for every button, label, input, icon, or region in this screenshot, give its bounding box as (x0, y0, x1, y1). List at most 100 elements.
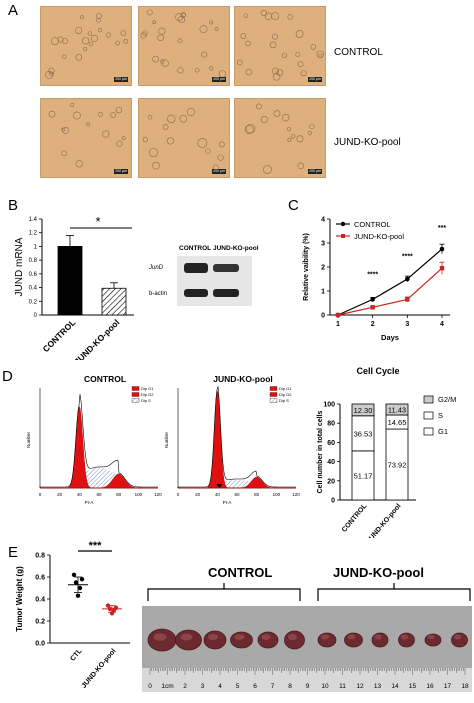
y-tick-label: 1.2 (29, 231, 38, 237)
x-tick-label: 40 (77, 492, 83, 497)
x-tick-label: CONTROL (341, 502, 369, 534)
y-tick-label: 60 (327, 440, 335, 447)
bracket-ko (317, 583, 471, 601)
cell (263, 165, 272, 174)
y-tick-label: 0.8 (35, 553, 45, 560)
ruler (142, 668, 472, 692)
data-point (439, 246, 445, 252)
legend-label: JUND-KO-pool (354, 232, 404, 241)
cell (272, 73, 281, 81)
wb-col-label-control: CONTROL (179, 245, 212, 252)
ruler-label: 13 (374, 683, 382, 690)
tumor-highlight (427, 634, 435, 640)
micrograph-control-1: 200 μm (40, 6, 132, 86)
tumor-highlight (234, 634, 245, 640)
data-point (75, 593, 81, 598)
segment-label: 36.53 (354, 429, 373, 438)
cell (158, 27, 166, 35)
x-tick-label: 40 (215, 492, 221, 497)
cell (121, 136, 126, 140)
cell (75, 26, 83, 34)
cell (260, 116, 268, 123)
legend-label: S (438, 411, 443, 420)
legend-marker (341, 234, 345, 238)
micrograph-ko-1: 200 μm (40, 98, 132, 178)
cell (282, 113, 290, 122)
cell (87, 31, 92, 36)
wb-band-jund-ko (213, 264, 239, 272)
data-point (370, 297, 375, 302)
ruler-label: 9 (306, 683, 310, 690)
cell (162, 124, 169, 130)
x-tick-label: JUND-KO-pool (81, 648, 118, 690)
legend-swatch (269, 392, 278, 397)
cell (152, 55, 159, 63)
micrograph-ko-2: 200 μm (138, 98, 230, 178)
scale-bar: 200 μm (114, 169, 128, 174)
y-axis-label: Cell number in total cells (317, 410, 324, 493)
cell (45, 70, 54, 79)
y-axis-label: Number (26, 432, 31, 449)
cell (256, 103, 262, 110)
y-tick-label: 4 (321, 217, 325, 224)
legend-label: Dip G2 (141, 392, 154, 397)
cell (179, 114, 188, 123)
x-tick-label: CTL (69, 647, 84, 662)
legend-label: G2/M (438, 395, 456, 404)
cell (240, 33, 247, 39)
cell (208, 66, 214, 71)
data-point (370, 305, 375, 310)
ruler-label: 1cm (161, 683, 173, 690)
ruler-label: 16 (426, 683, 434, 690)
legend-swatch (269, 398, 278, 403)
tumor-highlight (374, 634, 382, 640)
legend-label: Dip G1 (141, 386, 154, 391)
cell-texture (48, 102, 126, 168)
cell (88, 41, 94, 47)
y-tick-label: 0.0 (35, 641, 45, 648)
wb-col-label-ko: JUND-KO-pool (213, 245, 259, 252)
cell (72, 111, 81, 120)
ruler-label: 11 (339, 683, 346, 690)
x-axis-label: Days (381, 333, 399, 342)
ruler-label: 8 (288, 683, 292, 690)
y-axis-label: Number (164, 432, 169, 449)
cell (97, 27, 103, 33)
x-tick-label: 60 (96, 492, 102, 497)
panel-e-scatter-chart: 0.0 0.2 0.4 0.6 0.8 Tumor Weight (g) CTLJUND-K… (15, 540, 130, 690)
cell (309, 123, 315, 130)
legend-label: Dip S (279, 398, 289, 403)
cell (287, 137, 292, 142)
ruler-label: 10 (321, 683, 329, 690)
segment-g2-m (385, 403, 409, 416)
cell-texture (140, 9, 227, 78)
cell (116, 140, 123, 147)
legend-marker (340, 221, 346, 227)
cell (201, 51, 208, 58)
significance-marker: *** (89, 540, 103, 552)
wb-row-label-actin: b-actin (149, 291, 168, 297)
cell (295, 52, 301, 57)
cell (218, 141, 225, 148)
tumor-highlight (208, 633, 218, 641)
cell (161, 59, 169, 67)
scale-bar: 200 μm (308, 169, 322, 174)
x-axis-label: PI-A (223, 500, 232, 505)
tumor-highlight (180, 633, 193, 641)
tumor-photo: 0 1cm 2 3 4 5 6 7 8 9 10 11 12 13 14 15 16 17 18 (142, 606, 472, 692)
cell-texture (244, 103, 315, 174)
data-point (335, 312, 341, 318)
legend-swatch (423, 411, 434, 420)
x-tick-label: 60 (234, 492, 240, 497)
histogram-outline (177, 386, 296, 488)
tumor-highlight (288, 633, 297, 641)
cell (62, 54, 67, 59)
scale-bar: 200 μm (212, 169, 226, 174)
scale-bar: 200 μm (212, 77, 226, 82)
cell (152, 20, 157, 24)
x-tick-label: 20 (57, 492, 63, 497)
y-tick-label: 0.6 (29, 272, 38, 278)
cell (146, 9, 153, 16)
cell (75, 160, 83, 168)
cell (214, 27, 219, 31)
